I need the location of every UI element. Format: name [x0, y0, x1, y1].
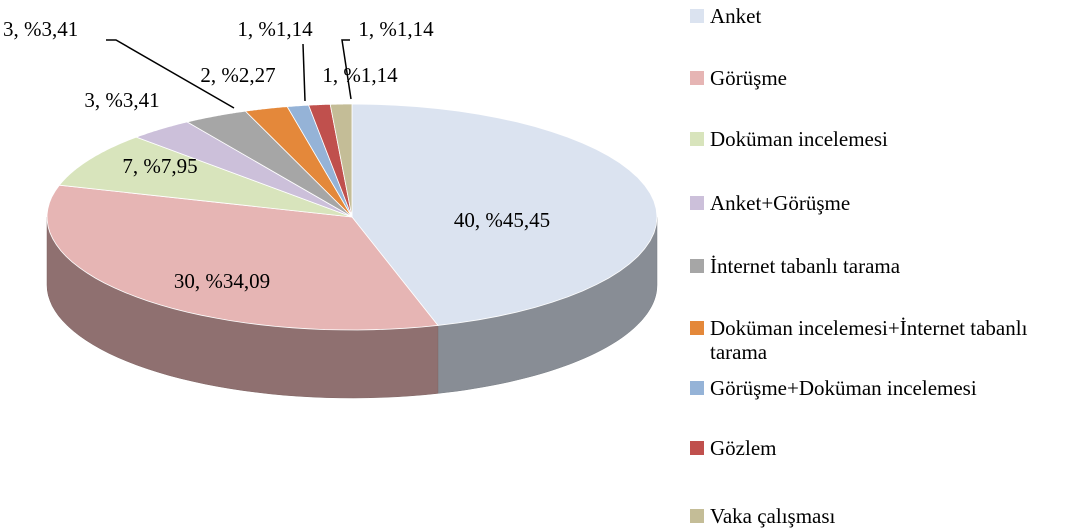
data-label: 1, %1,14	[358, 17, 434, 41]
legend-label: Doküman incelemesi	[710, 127, 888, 151]
legend-item: Vaka çalışması	[690, 504, 1085, 528]
slice	[185, 110, 353, 218]
slice	[308, 103, 353, 218]
data-label: 3, %3,41	[84, 88, 159, 112]
legend-swatch	[690, 509, 704, 523]
legend-swatch	[690, 441, 704, 455]
legend-label: Görüşme+Doküman incelemesi	[710, 376, 977, 400]
data-label: 40, %45,45	[454, 208, 550, 232]
legend-item: İnternet tabanlı tarama	[690, 254, 1085, 278]
legend-label: Görüşme	[710, 66, 787, 90]
legend-swatch	[690, 381, 704, 395]
slice	[58, 136, 353, 218]
slice	[244, 106, 353, 218]
slice	[135, 121, 353, 218]
legend-item: Anket	[690, 4, 1085, 28]
legend-item: Doküman incelemesi+İnternet tabanlı tara…	[690, 316, 1085, 364]
legend-label: Doküman incelemesi+İnternet tabanlı tara…	[710, 316, 1028, 364]
data-label: 2, %2,27	[200, 63, 275, 87]
slice	[286, 104, 353, 218]
slice	[351, 103, 658, 326]
legend-item: Görüşme	[690, 66, 1085, 90]
legend-label: Anket+Görüşme	[710, 191, 851, 215]
slice	[329, 103, 353, 218]
legend-label: Gözlem	[710, 436, 777, 460]
legend-swatch	[690, 259, 704, 273]
legend-label: Anket	[710, 4, 762, 28]
data-label: 7, %7,95	[122, 154, 197, 178]
data-label: 1, %1,14	[322, 63, 398, 87]
legend-item: Görüşme+Doküman incelemesi	[690, 376, 1085, 400]
data-label: 30, %34,09	[174, 269, 270, 293]
legend-swatch	[690, 196, 704, 210]
leader-line	[302, 43, 306, 102]
data-label: 1, %1,14	[237, 17, 313, 41]
legend-swatch	[690, 321, 704, 335]
legend-swatch	[690, 132, 704, 146]
legend-item: Doküman incelemesi	[690, 127, 1085, 151]
leader-line	[341, 39, 352, 100]
legend-swatch	[690, 71, 704, 85]
legend-swatch	[690, 9, 704, 23]
legend-label: İnternet tabanlı tarama	[710, 254, 901, 278]
pie-area: 40, %45,45 30, %34,09 7, %7,95 3, %3,41 3, %…	[3, 17, 658, 399]
leader-line	[106, 39, 235, 109]
data-label: 3, %3,41	[3, 17, 78, 41]
legend-item: Anket+Görüşme	[690, 191, 1085, 215]
slice	[46, 184, 439, 331]
legend-item: Gözlem	[690, 436, 1085, 460]
legend-label: Vaka çalışması	[710, 504, 836, 528]
